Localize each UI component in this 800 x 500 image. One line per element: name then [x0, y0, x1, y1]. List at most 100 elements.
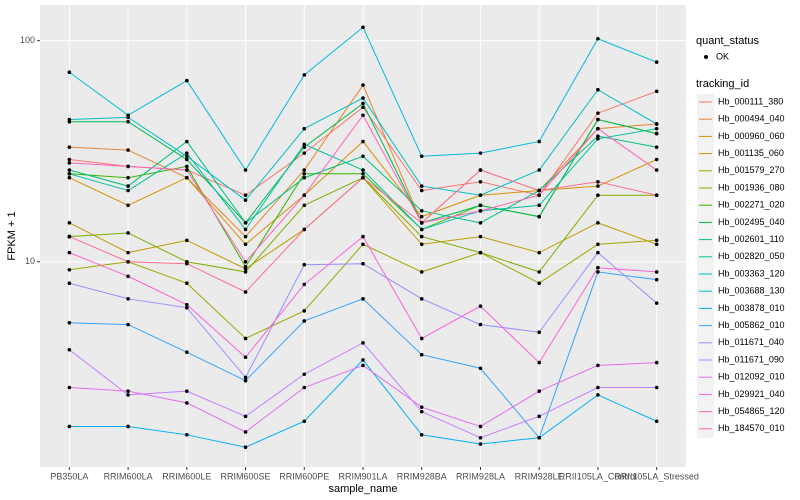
data-point — [302, 73, 307, 77]
data-point — [654, 126, 659, 131]
y-tick-label: 100 — [20, 35, 35, 45]
data-point — [185, 350, 189, 355]
data-point — [654, 168, 659, 172]
data-point — [361, 297, 365, 301]
data-point — [654, 60, 659, 64]
data-point — [243, 264, 248, 269]
x-tick-label: RRIM901LA — [338, 471, 387, 481]
data-point — [478, 250, 483, 255]
data-point — [596, 193, 600, 198]
data-point — [419, 405, 424, 409]
data-point — [596, 36, 600, 41]
data-point — [67, 168, 72, 172]
data-point — [185, 238, 189, 243]
data-point — [537, 360, 541, 365]
data-point — [185, 164, 189, 169]
data-point — [67, 320, 72, 325]
data-point — [361, 139, 365, 144]
data-point — [67, 424, 72, 429]
data-point — [302, 171, 307, 176]
legend-label: Hb_000960_060 — [718, 131, 785, 141]
legend-label: Hb_002495_040 — [718, 217, 785, 227]
y-tick-label: 10 — [25, 256, 35, 266]
data-point — [67, 171, 72, 176]
legend-label: Hb_003688_130 — [718, 286, 785, 296]
data-point — [243, 355, 248, 360]
data-point — [478, 203, 483, 208]
data-point — [478, 209, 483, 213]
data-point — [361, 358, 365, 362]
data-point — [654, 157, 659, 162]
data-point — [185, 305, 189, 310]
data-point — [302, 168, 307, 172]
data-point — [185, 302, 189, 307]
data-point — [361, 171, 365, 176]
data-point — [537, 270, 541, 274]
data-point — [185, 261, 189, 266]
data-point — [361, 105, 365, 110]
data-point — [654, 385, 659, 390]
legend-label: Hb_001579_270 — [718, 165, 785, 175]
legend-label: Hb_012092_010 — [718, 372, 785, 382]
data-point — [654, 301, 659, 305]
data-point — [67, 347, 72, 352]
legend-label: Hb_184570_010 — [718, 423, 785, 433]
data-point — [419, 188, 424, 193]
data-point — [126, 148, 130, 152]
data-point — [67, 157, 72, 162]
data-point — [243, 198, 248, 202]
data-point — [126, 184, 130, 188]
data-point — [185, 154, 189, 159]
data-point — [243, 414, 248, 419]
data-point — [302, 262, 307, 267]
data-point — [537, 203, 541, 208]
data-point — [302, 372, 307, 377]
data-point — [654, 277, 659, 282]
data-point — [654, 122, 659, 126]
data-point — [419, 214, 424, 219]
data-point — [243, 378, 248, 383]
data-point — [537, 139, 541, 144]
data-point — [126, 188, 130, 193]
y-axis-label: FPKM + 1 — [6, 211, 18, 260]
data-point — [302, 151, 307, 155]
data-point — [419, 242, 424, 247]
data-point — [126, 389, 130, 393]
data-point — [243, 168, 248, 172]
data-point — [596, 363, 600, 368]
legend-title: tracking_id — [696, 78, 749, 90]
data-point — [67, 175, 72, 180]
data-point — [537, 188, 541, 193]
data-point — [185, 433, 189, 437]
legend-label: Hb_001135_060 — [718, 148, 784, 158]
legend-point — [704, 55, 708, 59]
data-point — [596, 134, 600, 138]
data-point — [243, 227, 248, 232]
data-point — [361, 341, 365, 345]
data-point — [67, 161, 72, 165]
data-point — [67, 385, 72, 390]
x-tick-label: RRIM928BA — [397, 471, 447, 481]
data-point — [654, 238, 659, 243]
data-point — [654, 193, 659, 198]
data-point — [185, 175, 189, 180]
data-point — [302, 145, 307, 149]
legend-label: Hb_054865_120 — [718, 406, 785, 416]
data-point — [596, 385, 600, 390]
data-point — [478, 304, 483, 308]
data-point — [185, 389, 189, 393]
data-point — [302, 175, 307, 180]
legend-label: Hb_001936_080 — [718, 182, 785, 192]
data-point — [302, 419, 307, 424]
data-point — [537, 214, 541, 219]
x-axis-label: sample_name — [328, 483, 397, 495]
data-point — [419, 234, 424, 239]
data-point — [654, 419, 659, 424]
data-point — [537, 281, 541, 286]
data-point — [419, 154, 424, 159]
data-point — [126, 231, 130, 235]
data-point — [654, 131, 659, 136]
data-point — [243, 375, 248, 380]
data-point — [654, 89, 659, 94]
